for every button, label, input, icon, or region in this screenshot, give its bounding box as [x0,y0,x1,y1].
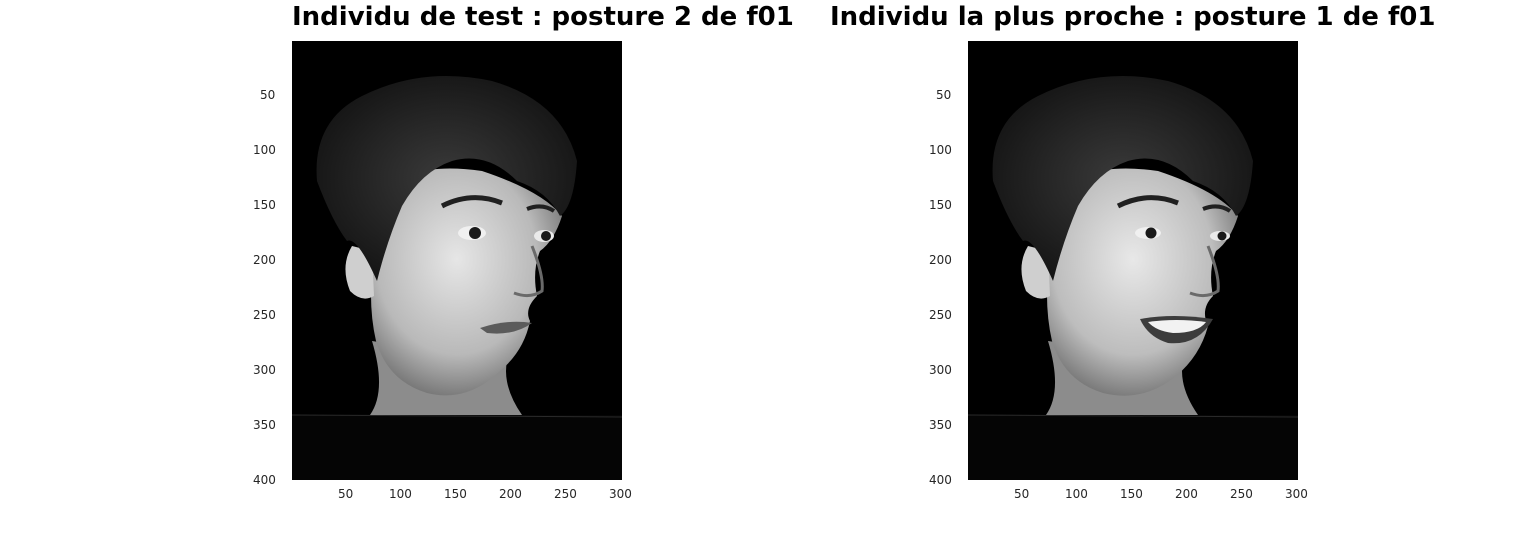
ytick-label: 400 [253,473,276,487]
ytick-label: 150 [253,198,276,212]
ytick-label: 50 [936,88,952,102]
ytick-label: 50 [260,88,276,102]
xtick-label: 150 [1120,487,1143,501]
face-image-left [292,41,622,480]
ytick-label: 100 [929,143,952,157]
xtick-label: 200 [1175,487,1198,501]
ytick-label: 150 [929,198,952,212]
xtick-label: 250 [1230,487,1253,501]
panel-title-right: Individu la plus proche : posture 1 de f… [830,2,1436,32]
ytick-label: 250 [253,308,276,322]
ytick-label: 200 [929,253,952,267]
xtick-label: 300 [1285,487,1308,501]
image-axes-left [292,41,622,480]
panel-title-left: Individu de test : posture 2 de f01 [292,2,794,32]
xtick-label: 100 [389,487,412,501]
xtick-label: 250 [554,487,577,501]
xtick-label: 100 [1065,487,1088,501]
image-axes-right [968,41,1298,480]
ytick-label: 100 [253,143,276,157]
ytick-label: 200 [253,253,276,267]
xtick-label: 150 [444,487,467,501]
xtick-label: 50 [338,487,354,501]
ytick-label: 350 [929,418,952,432]
ytick-label: 400 [929,473,952,487]
ytick-label: 250 [929,308,952,322]
xtick-label: 50 [1014,487,1030,501]
ytick-label: 350 [253,418,276,432]
xtick-label: 300 [609,487,632,501]
xtick-label: 200 [499,487,522,501]
face-image-right [968,41,1298,480]
ytick-label: 300 [253,363,276,377]
ytick-label: 300 [929,363,952,377]
